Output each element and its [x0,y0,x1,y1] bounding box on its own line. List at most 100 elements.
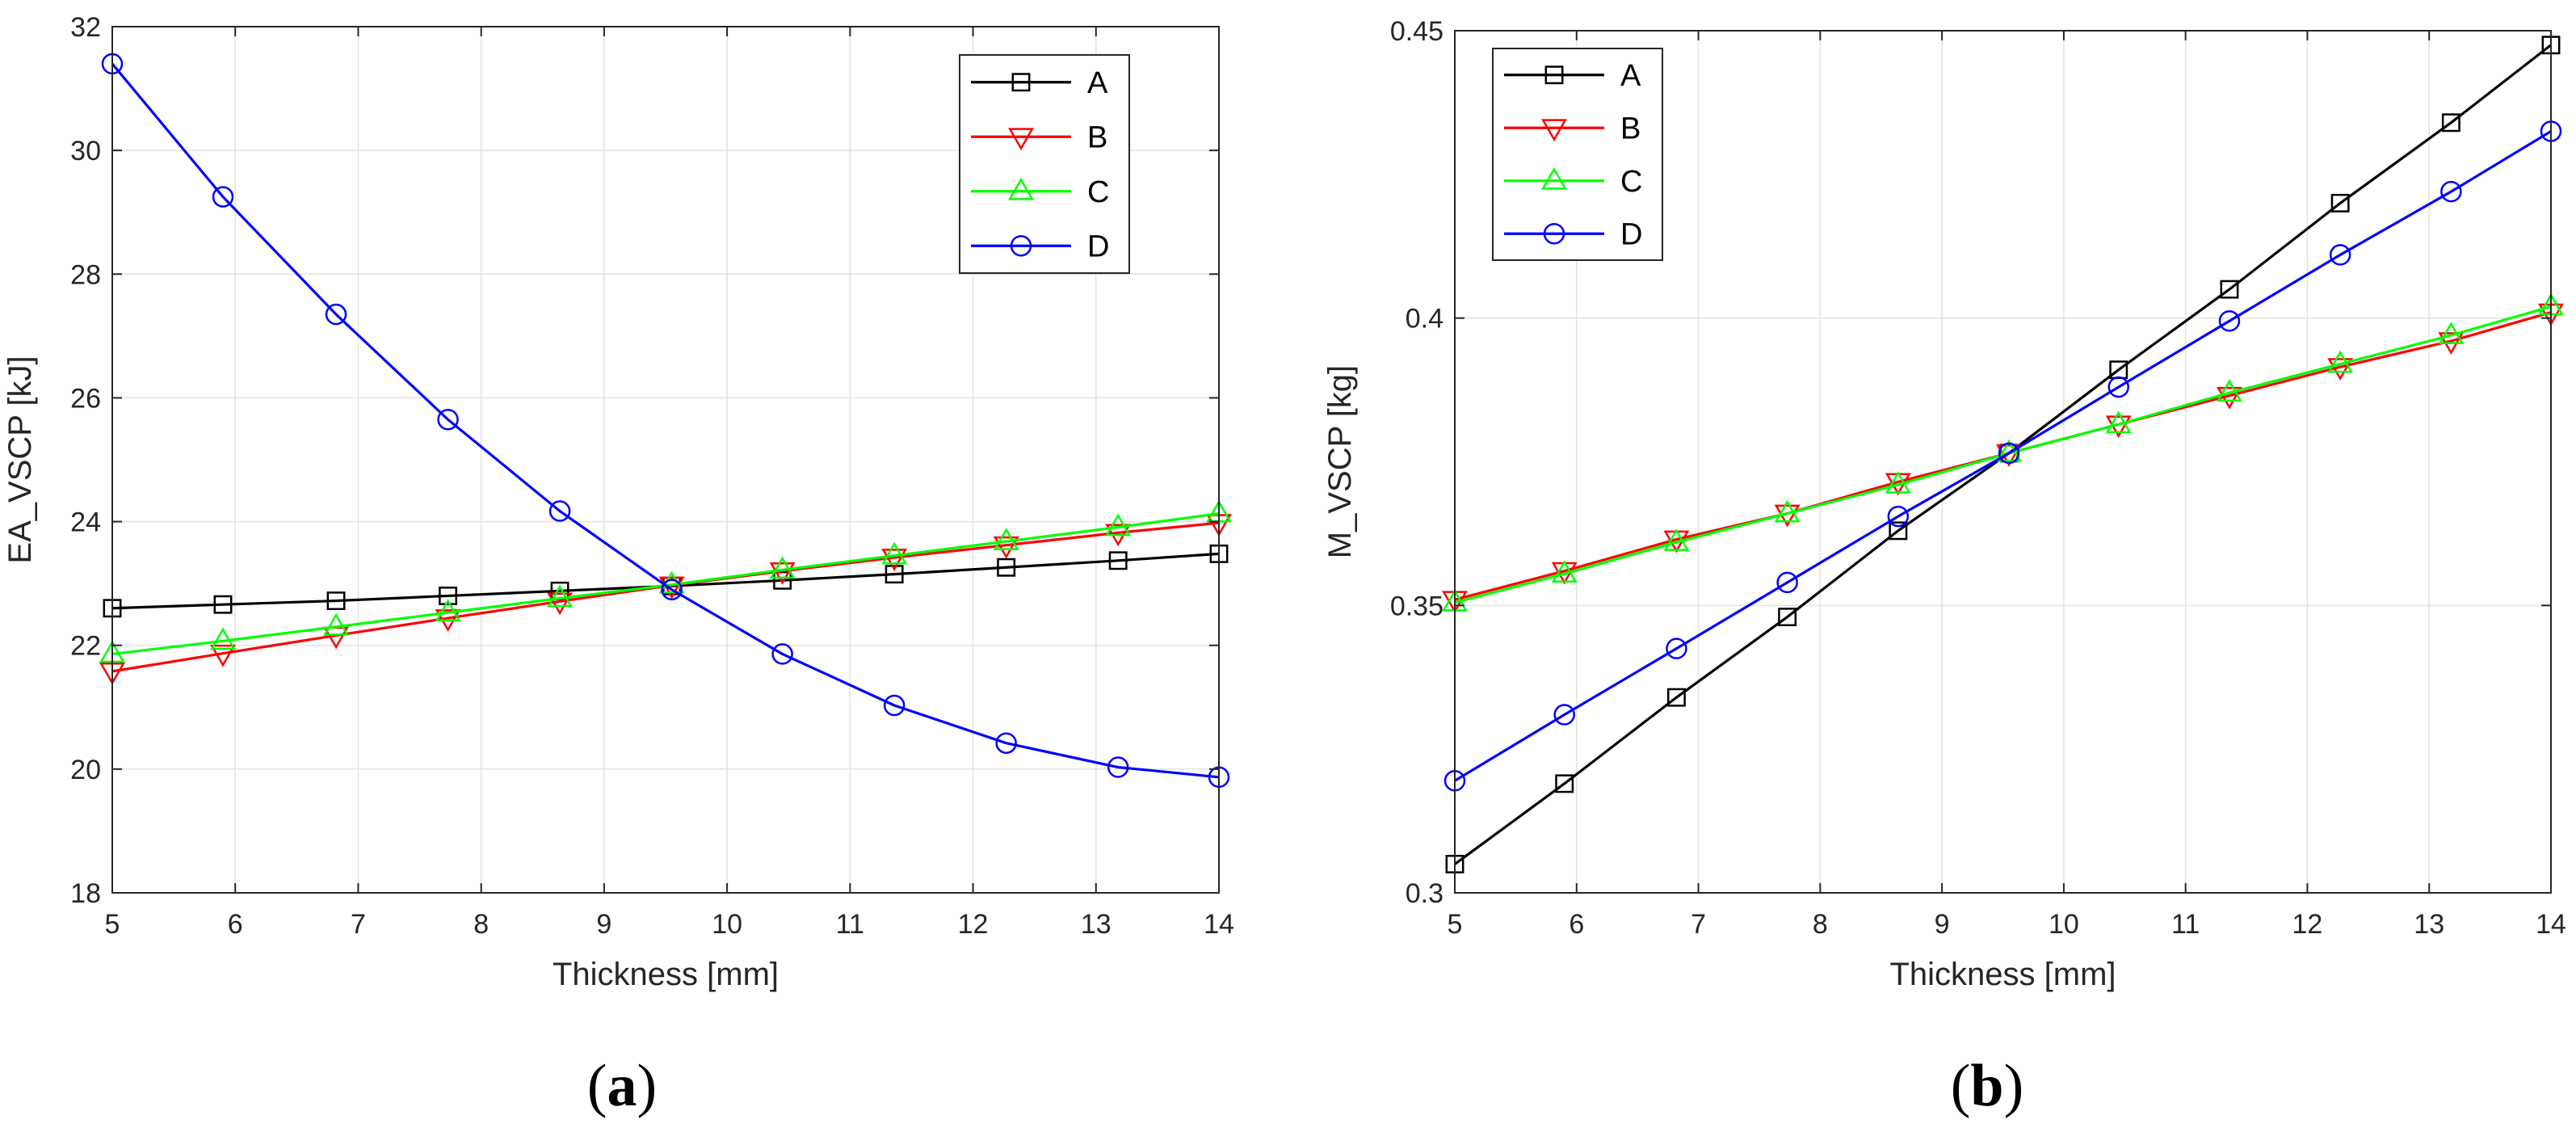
data-point [1889,521,1908,541]
legend-marker [1010,235,1032,257]
y-tick-label: 0.3 [1406,878,1443,909]
x-tick-label: 14 [2536,909,2566,940]
data-point [547,584,574,608]
data-point [439,587,458,605]
series-line-c [111,512,1220,656]
x-tick-label: 13 [1081,909,1112,940]
data-point [1885,471,1911,494]
legend-label: C [1620,165,1642,199]
y-tick-label: 28 [70,259,101,290]
legend-label: C [1087,175,1109,209]
data-point [2107,376,2129,398]
legend-box [1492,48,1663,261]
y-axis-label: M_VSCP [kg] [1322,365,1358,558]
legend-marker [1008,177,1034,200]
data-point [1776,571,1798,594]
x-tick-label: 14 [1204,909,1234,940]
data-point [883,694,906,717]
y-tick-label: 22 [70,631,101,662]
data-point [326,591,346,611]
x-tick-label: 7 [351,909,366,940]
x-tick-label: 13 [2414,909,2444,940]
data-point [2329,244,2351,266]
data-point [2216,386,2242,410]
legend-label: D [1620,217,1642,251]
data-point [548,500,571,522]
y-tick-label: 24 [70,507,101,538]
x-tick-label: 5 [1448,909,1463,940]
y-axis-label: EA_VSCP [kJ] [2,356,38,563]
series-line-d [1454,130,2552,782]
x-tick-label: 10 [712,909,742,940]
data-point [2438,322,2465,344]
y-tick-label: 18 [70,878,101,909]
data-point [881,549,908,571]
series-line-d [111,62,1220,779]
data-point [2105,410,2132,434]
data-point [1551,560,1578,583]
x-tick-label: 7 [1691,909,1706,940]
series-d [1443,120,2562,792]
data-point [212,186,234,208]
y-tick-label: 20 [70,755,101,785]
data-point [885,565,904,584]
data-point [769,562,796,585]
data-point [210,644,236,667]
legend-marker [1541,166,1567,190]
data-point [1663,528,1690,551]
x-tick-label: 12 [2292,909,2323,940]
y-tick-label: 0.45 [1390,16,1443,47]
legend-label: B [1620,112,1641,145]
axes-box [111,26,1220,894]
data-point [2327,358,2354,381]
data-point [2330,193,2350,213]
data-point [325,303,347,326]
data-point [1774,499,1801,523]
data-point [1666,638,1687,659]
data-point [2440,180,2462,203]
x-tick-label: 10 [2049,909,2079,940]
data-point [1553,704,1575,726]
data-point [1108,551,1128,570]
legend-label: D [1087,229,1109,263]
data-point [1555,774,1574,793]
y-tick-label: 26 [70,383,101,414]
chart-panel-b: 5 6 7 8 9 10 11 12 13 14 0.3 0.35 0.4 0.45 Thickness [… [1322,16,2566,1119]
x-axis-label: Thickness [mm] [553,957,779,992]
x-tick-label: 12 [958,909,989,940]
data-point [547,592,574,616]
data-point [1666,688,1686,707]
x-tick-label: 5 [105,909,120,940]
legend-label: A [1087,66,1108,100]
data-point [771,643,793,665]
legend-box [959,54,1130,274]
legend-marker [1544,65,1564,85]
x-tick-label: 9 [1935,909,1950,940]
data-point [2441,113,2460,133]
x-tick-label: 6 [228,909,243,940]
legend-marker [1008,128,1034,151]
data-point [437,408,459,431]
data-point [1105,513,1132,537]
panel-label: (a) [587,1053,657,1119]
x-tick-label: 6 [1569,909,1584,940]
data-point [993,536,1019,559]
data-point [993,528,1019,550]
data-point [1998,442,2020,465]
legend-label: B [1087,120,1107,154]
x-tick-label: 8 [473,909,489,940]
data-point [661,579,683,601]
data-point [1778,608,1797,627]
y-tick-label: 0.35 [1390,591,1443,621]
x-tick-label: 11 [836,909,864,940]
data-point [435,599,461,621]
y-tick-label: 30 [70,136,101,166]
legend-marker [1011,73,1031,92]
data-point [2327,350,2354,373]
x-tick-label: 9 [596,909,611,940]
data-point [2216,379,2242,402]
data-point [323,612,350,636]
